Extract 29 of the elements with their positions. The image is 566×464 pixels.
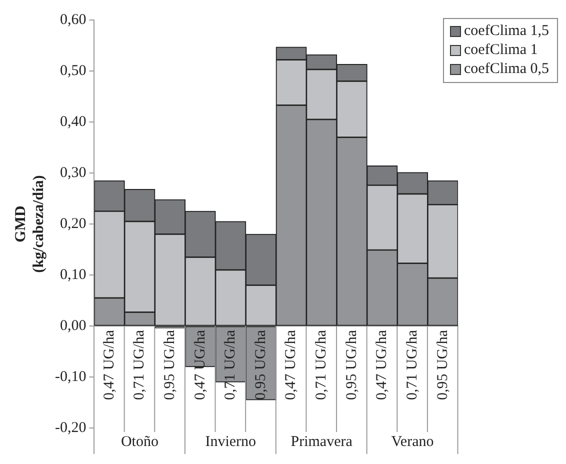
x-tick-label: 0,47 UG/ha xyxy=(374,330,390,400)
text: Verano xyxy=(390,434,435,451)
y-tick-label: 0,40 xyxy=(60,114,86,130)
x-tick-label: 0,47 UG/ha xyxy=(283,330,300,400)
y-tick-label: 0,10 xyxy=(60,266,86,283)
x-tick-label: 0,71 UG/ha xyxy=(222,330,239,400)
y-tick-label: 0,60 xyxy=(60,12,86,28)
x-tick-label: 0,71 UG/ha xyxy=(314,330,330,400)
legend-label: coefClima 1 xyxy=(464,41,538,60)
y-tick-label: 0,20 xyxy=(60,216,86,232)
y-tick-label: -0,20 xyxy=(54,420,86,436)
x-tick-label: 0,95 UG/ha xyxy=(344,330,360,400)
text: Primavera xyxy=(290,434,354,451)
y-tick-label: 0,00 xyxy=(60,318,86,334)
x-tick-label: 0,95 UG/ha xyxy=(162,330,178,400)
x-tick-label: 0,95 UG/ha xyxy=(434,330,451,400)
text: Invierno xyxy=(204,434,258,451)
x-tick-label: 0,71 UG/ha xyxy=(132,330,148,400)
x-tick-label: 0,71 UG/ha xyxy=(404,330,420,400)
legend-label: coefClima 1,5 xyxy=(464,22,549,41)
legend-label: coefClima 0,5 xyxy=(464,60,549,79)
y-tick-label: 0,50 xyxy=(60,62,86,79)
text: Otoño xyxy=(120,434,160,451)
x-tick-label: 0,47 UG/ha xyxy=(192,330,208,400)
y-tick-label: -0,10 xyxy=(54,368,86,385)
y-axis-title: GMD (kg/cabeza/día) xyxy=(12,175,47,273)
x-tick-label: 0,95 UG/ha xyxy=(252,330,269,400)
y-tick-label: 0,30 xyxy=(60,164,86,181)
x-tick-label: 0,47 UG/ha xyxy=(101,330,118,400)
